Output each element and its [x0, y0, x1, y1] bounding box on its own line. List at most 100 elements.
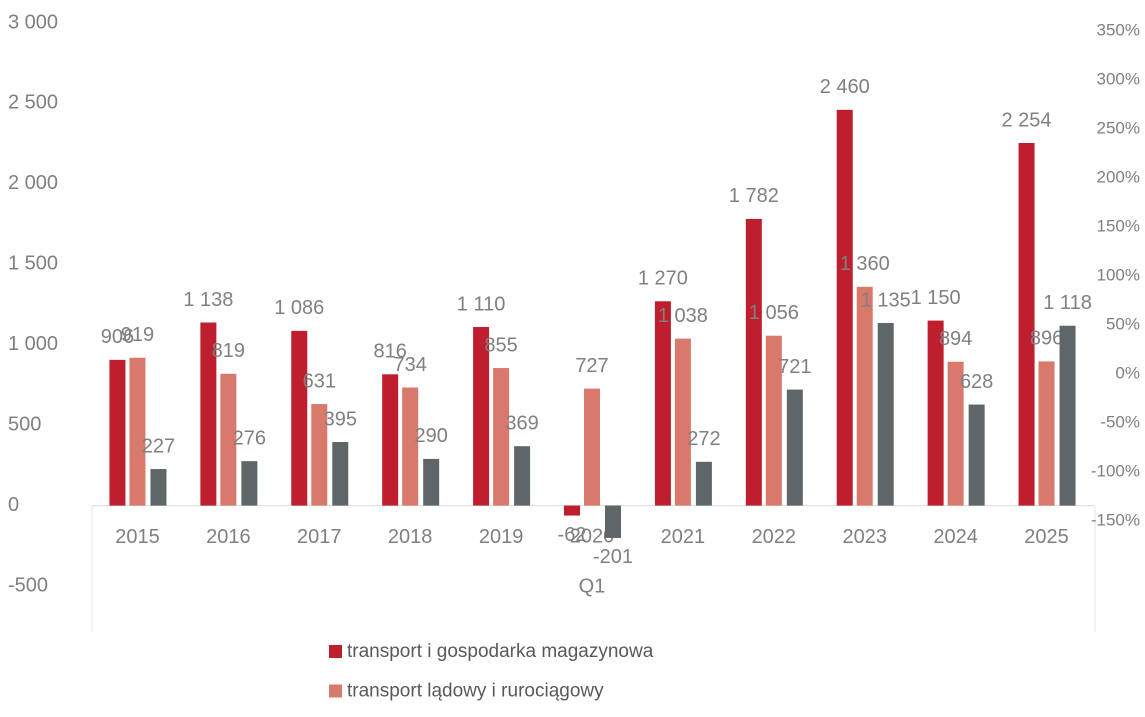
- data-label: 395: [324, 408, 357, 430]
- bar: [402, 387, 419, 506]
- bar: [947, 361, 964, 506]
- bar: [311, 404, 328, 506]
- data-label: 628: [960, 371, 993, 393]
- data-label: 896: [1030, 328, 1063, 350]
- legend-label: transport lądowy i rurociągowy: [347, 681, 604, 702]
- data-label: 919: [121, 324, 154, 346]
- y-tick-label: 500: [8, 413, 41, 435]
- data-label: 1 038: [658, 305, 708, 327]
- y2-tick-label: -100%: [1091, 461, 1140, 480]
- data-label: 1 360: [840, 253, 890, 275]
- y2-tick-label: 350%: [1097, 20, 1140, 39]
- data-label: 1 118: [1043, 292, 1092, 314]
- data-label: 290: [414, 425, 447, 447]
- bar: [109, 359, 126, 506]
- bar: [674, 338, 691, 506]
- data-label: 1 086: [274, 297, 324, 319]
- bar: [291, 330, 308, 506]
- y2-tick-label: 0%: [1115, 363, 1140, 382]
- data-label: 727: [575, 355, 608, 377]
- data-label: 734: [393, 354, 426, 376]
- data-label: 721: [778, 356, 811, 378]
- bar: [200, 322, 217, 506]
- x-tick-label: 2016: [206, 526, 251, 548]
- data-label: 819: [212, 340, 245, 362]
- legend-swatch: [329, 684, 342, 698]
- data-label: 1 056: [749, 302, 799, 324]
- y-tick-label: -500: [8, 574, 48, 596]
- bar: [241, 461, 258, 506]
- y2-tick-label: 200%: [1097, 167, 1140, 186]
- y2-tick-label: 300%: [1097, 69, 1140, 88]
- y2-tick-label: 50%: [1106, 314, 1140, 333]
- y-tick-label: 2 500: [8, 92, 58, 114]
- y-tick-label: 2 000: [8, 172, 58, 194]
- legend-label: transport i gospodarka magazynowa: [347, 641, 654, 662]
- bar: [654, 301, 671, 506]
- data-label: 1 150: [911, 287, 961, 309]
- bar: [695, 461, 712, 506]
- x-tick-label: 2021: [661, 526, 706, 548]
- x-tick-label: 2019: [479, 526, 524, 548]
- y2-tick-label: 150%: [1097, 216, 1140, 235]
- bar: [129, 357, 146, 506]
- bar: [856, 286, 873, 506]
- data-label: 894: [939, 328, 972, 350]
- data-label: 855: [484, 334, 517, 356]
- x-tick-label: 2020 Q1: [570, 526, 615, 598]
- bar: [1038, 361, 1055, 506]
- data-label: -201: [593, 546, 633, 568]
- legend-swatch: [329, 645, 342, 658]
- bar: [1018, 142, 1035, 506]
- bar: [584, 388, 600, 506]
- bar: [927, 320, 944, 506]
- data-label: 2 460: [820, 76, 870, 98]
- y2-tick-label: 100%: [1097, 265, 1140, 284]
- bar: [382, 374, 399, 506]
- x-tick-label: 2017: [297, 526, 342, 548]
- data-label: 1 782: [729, 185, 779, 207]
- bar: [786, 389, 803, 506]
- x-tick-label: 2025: [1024, 526, 1069, 548]
- bar: [423, 458, 440, 506]
- bar: [564, 505, 580, 516]
- data-label: 906: [101, 326, 134, 348]
- x-tick-label: 2022: [752, 526, 797, 548]
- data-label: -62: [558, 524, 587, 546]
- bar: [332, 442, 349, 506]
- data-label: 631: [303, 370, 336, 392]
- y2-tick-label: -50%: [1100, 412, 1140, 431]
- x-tick-label: 2023: [842, 526, 887, 548]
- data-label: 1 110: [457, 293, 506, 315]
- y2-tick-label: -150%: [1091, 510, 1140, 529]
- bar: [765, 335, 782, 506]
- data-label: 816: [373, 341, 406, 363]
- bar: [493, 368, 510, 506]
- data-label: 1 135: [861, 289, 911, 311]
- y-tick-label: 0: [8, 494, 19, 516]
- bar: [473, 327, 490, 506]
- data-label: 369: [505, 412, 538, 434]
- y-tick-label: 1 000: [8, 333, 58, 355]
- bar: [605, 505, 621, 538]
- data-label: 272: [687, 428, 720, 450]
- x-tick-label: 2024: [933, 526, 978, 548]
- x-tick-label: 2015: [115, 526, 160, 548]
- y2-tick-label: 250%: [1097, 118, 1140, 137]
- bar: [1059, 325, 1076, 506]
- bar: [514, 446, 531, 506]
- data-label: 227: [142, 435, 175, 457]
- bar: [150, 469, 167, 506]
- y-tick-label: 3 000: [8, 11, 58, 33]
- bar: [968, 404, 985, 506]
- x-tick-label: 2018: [388, 526, 433, 548]
- bar: [836, 109, 853, 506]
- y-tick-label: 1 500: [8, 253, 58, 275]
- data-label: 1 138: [183, 289, 233, 311]
- bar: [745, 218, 762, 506]
- bar: [877, 322, 894, 506]
- data-label: 1 270: [638, 268, 688, 290]
- bar: [220, 373, 237, 506]
- data-label: 276: [233, 427, 266, 449]
